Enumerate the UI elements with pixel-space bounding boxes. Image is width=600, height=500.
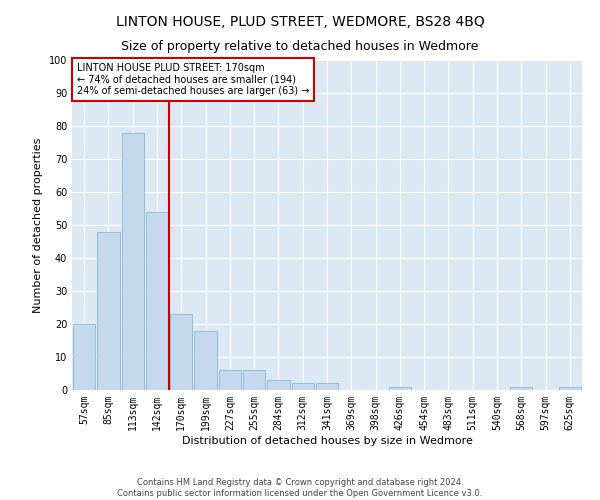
Text: Size of property relative to detached houses in Wedmore: Size of property relative to detached ho… [121, 40, 479, 53]
Bar [122, 132, 144, 390]
Bar [267, 380, 290, 390]
Bar [218, 370, 241, 390]
Text: LINTON HOUSE, PLUD STREET, WEDMORE, BS28 4BQ: LINTON HOUSE, PLUD STREET, WEDMORE, BS28… [116, 15, 484, 29]
Bar [292, 384, 314, 390]
Text: Contains HM Land Registry data © Crown copyright and database right 2024.
Contai: Contains HM Land Registry data © Crown c… [118, 478, 482, 498]
Bar [97, 232, 119, 390]
Bar [170, 314, 193, 390]
Bar [510, 386, 532, 390]
Bar [316, 384, 338, 390]
Bar [194, 330, 217, 390]
Bar [389, 386, 411, 390]
X-axis label: Distribution of detached houses by size in Wedmore: Distribution of detached houses by size … [182, 436, 472, 446]
Bar [243, 370, 265, 390]
Text: LINTON HOUSE PLUD STREET: 170sqm
← 74% of detached houses are smaller (194)
24% : LINTON HOUSE PLUD STREET: 170sqm ← 74% o… [77, 64, 310, 96]
Bar [146, 212, 168, 390]
Bar [73, 324, 95, 390]
Y-axis label: Number of detached properties: Number of detached properties [33, 138, 43, 312]
Bar [559, 386, 581, 390]
